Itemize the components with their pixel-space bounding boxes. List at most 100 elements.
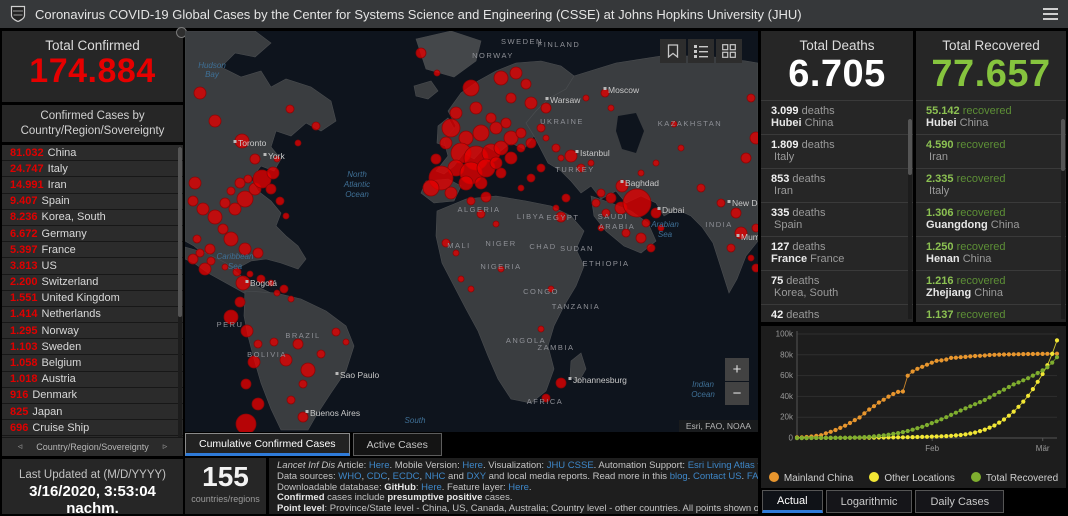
list-item[interactable]: 75 deaths Korea, South xyxy=(761,269,913,304)
link[interactable]: Here xyxy=(368,460,390,471)
total-confirmed-value: 174.884 xyxy=(29,52,156,90)
total-deaths-label: Total Deaths xyxy=(799,38,875,53)
svg-text:Atlantic: Atlantic xyxy=(343,180,370,189)
list-item[interactable]: 825 Japan xyxy=(2,404,183,421)
svg-text:Arabian: Arabian xyxy=(650,220,679,229)
link[interactable]: Here xyxy=(462,460,483,471)
list-item[interactable]: 24.747 Italy xyxy=(2,161,183,178)
list-item[interactable]: 1.414 Netherlands xyxy=(2,307,183,324)
list-item[interactable]: 1.250 recovered Henan China xyxy=(916,235,1066,270)
world-map-canvas[interactable]: HudsonBayNorthAtlanticOceanCaribbeanSeaA… xyxy=(185,31,758,432)
list-item[interactable]: 2.335 recovered Italy xyxy=(916,167,1066,202)
svg-text:NIGERIA: NIGERIA xyxy=(480,262,521,271)
list-item[interactable]: 9.407 Spain xyxy=(2,194,183,210)
svg-text:ZAMBIA: ZAMBIA xyxy=(538,343,575,352)
basemap-icon[interactable] xyxy=(716,39,742,63)
legend-item[interactable]: Mainland China xyxy=(768,468,853,486)
list-pager: ◃ Country/Region/Sovereignty ▹ xyxy=(2,437,183,455)
link[interactable]: ECDC xyxy=(392,470,420,482)
zoom-in-button[interactable]: + xyxy=(725,358,749,381)
list-item[interactable]: 3.099 deaths Hubei China xyxy=(761,99,913,134)
link[interactable]: Esri Living Atlas team xyxy=(687,460,758,471)
bookmark-icon[interactable] xyxy=(660,39,686,63)
scrollbar[interactable] xyxy=(908,119,912,319)
svg-text:60k: 60k xyxy=(780,371,794,380)
svg-text:ETHIOPIA: ETHIOPIA xyxy=(582,259,629,268)
list-item[interactable]: 1.103 Sweden xyxy=(2,339,183,356)
list-item[interactable]: 14.991 Iran xyxy=(2,177,183,194)
tab-logarithmic[interactable]: Logarithmic xyxy=(825,490,913,513)
svg-text:Sea: Sea xyxy=(228,262,243,271)
link[interactable]: Contact US xyxy=(692,470,742,482)
list-item[interactable]: 1.058 Belgium xyxy=(2,355,183,372)
last-updated-panel: Last Updated at (M/D/YYYY) 3/16/2020, 3:… xyxy=(2,459,183,516)
list-item[interactable]: 5.397 France xyxy=(2,242,183,259)
svg-text:TURKEY: TURKEY xyxy=(555,165,594,174)
list-item[interactable]: 3.813 US xyxy=(2,258,183,275)
pager-prev-icon[interactable]: ◃ xyxy=(17,441,23,451)
total-deaths-value: 6.705 xyxy=(788,53,886,95)
list-item[interactable]: 1.306 recovered Guangdong China xyxy=(916,201,1066,236)
svg-text:AFRICA: AFRICA xyxy=(527,397,564,406)
zoom-out-button[interactable]: − xyxy=(725,382,749,405)
list-item[interactable]: 8.236 Korea, South xyxy=(2,210,183,226)
countries-count-value: 155 xyxy=(202,461,249,492)
link[interactable]: FAQ xyxy=(746,470,758,482)
svg-text:MALI: MALI xyxy=(447,241,471,250)
scrollbar[interactable] xyxy=(178,147,182,437)
legend-item[interactable]: Other Locations xyxy=(869,468,955,486)
list-item[interactable]: 81.032 China xyxy=(2,145,183,162)
cases-timeline-chart[interactable]: 0 20k 40k 60k 80k 100k Feb Mär xyxy=(761,326,1066,460)
link[interactable]: JHU CSSE xyxy=(546,460,594,471)
link[interactable]: WHO xyxy=(338,470,362,482)
link[interactable]: NHC xyxy=(424,470,446,482)
svg-text:BRAZIL: BRAZIL xyxy=(285,331,320,340)
countries-count-panel: 155 countries/regions xyxy=(185,458,266,514)
tab-cumulative-confirmed-cases[interactable]: Cumulative Confirmed Cases xyxy=(185,433,350,456)
confirmed-country-list: 81.032 China 24.747 Italy 14.991 Iran 9.407 Spa… xyxy=(2,145,183,437)
link[interactable]: Here xyxy=(508,481,529,493)
world-map[interactable]: Hudson Bay North Atlantic Ocean Caribbean Sea A… xyxy=(185,31,758,432)
svg-text:Hudson: Hudson xyxy=(198,61,226,70)
list-item[interactable]: 127 deaths France France xyxy=(761,235,913,270)
link[interactable]: CDC xyxy=(366,470,388,482)
list-item[interactable]: 2.200 Switzerland xyxy=(2,275,183,291)
svg-text:EGYPT: EGYPT xyxy=(547,213,580,222)
legend-icon[interactable] xyxy=(688,39,714,63)
last-updated-value: 3/16/2020, 3:53:04 nachm. xyxy=(29,483,156,516)
list-item[interactable]: 1.551 United Kingdom xyxy=(2,291,183,307)
hamburger-menu-icon[interactable] xyxy=(1043,8,1058,20)
tab-daily-cases[interactable]: Daily Cases xyxy=(915,490,1005,513)
list-item[interactable]: 1.809 deaths Italy xyxy=(761,133,913,168)
link[interactable]: Here xyxy=(421,481,442,493)
svg-text:BOLIVIA: BOLIVIA xyxy=(247,350,287,359)
tab-active-cases[interactable]: Active Cases xyxy=(352,433,442,456)
list-item[interactable]: 916 Denmark xyxy=(2,388,183,404)
list-item[interactable]: 1.216 recovered Zhejiang China xyxy=(916,269,1066,304)
list-item[interactable]: 6.672 Germany xyxy=(2,226,183,243)
svg-text:CONGO: CONGO xyxy=(523,287,559,296)
legend-item[interactable]: Total Recovered xyxy=(970,468,1058,486)
pager-next-icon[interactable]: ▹ xyxy=(162,441,168,451)
link[interactable]: DXY xyxy=(466,470,486,482)
svg-text:0: 0 xyxy=(789,434,794,443)
svg-text:Mumbai: Mumbai xyxy=(741,232,758,242)
total-confirmed-panel: Total Confirmed 174.884 xyxy=(2,27,187,102)
list-item[interactable]: 42 deathsWashington US xyxy=(761,303,913,322)
list-item[interactable]: 335 deaths Spain xyxy=(761,201,913,236)
svg-text:NORWAY: NORWAY xyxy=(472,51,514,60)
list-item[interactable]: 1.295 Norway xyxy=(2,323,183,340)
list-item[interactable]: 853 deaths Iran xyxy=(761,167,913,202)
list-item[interactable]: 1.018 Austria xyxy=(2,372,183,388)
tab-actual[interactable]: Actual xyxy=(762,490,823,513)
list-item[interactable]: 55.142 recovered Hubei China xyxy=(916,99,1066,134)
svg-text:SAUDI: SAUDI xyxy=(598,212,628,221)
scrollbar[interactable] xyxy=(1061,119,1065,319)
list-item[interactable]: 696 Cruise Ship xyxy=(2,420,183,437)
list-item[interactable]: 4.590 recovered Iran xyxy=(916,133,1066,168)
info-text: Lancet Inf Dis Article: Here. Mobile Ver… xyxy=(269,458,758,514)
pager-label: Country/Region/Sovereignty xyxy=(36,441,149,452)
list-item[interactable]: 1.137 recovered Korea, South xyxy=(916,303,1066,322)
link[interactable]: blog xyxy=(669,470,688,482)
